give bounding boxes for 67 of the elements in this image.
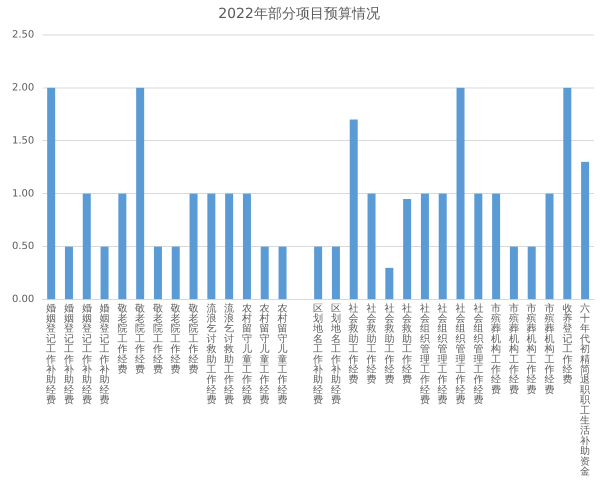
x-tick-label: 敬老院工作经费 xyxy=(188,303,199,376)
bar xyxy=(332,246,340,300)
category-label: 社会组织管理工作经费 xyxy=(473,303,484,406)
bar xyxy=(546,194,554,300)
x-tick-label: 敬老院工作经费 xyxy=(170,303,181,376)
category-label: 婚姻登记工作补助经费 xyxy=(82,303,92,406)
category-label: 社会组织管理工作经费 xyxy=(456,303,466,406)
x-tick-label: 社会救助工作经费 xyxy=(366,302,377,386)
bar xyxy=(420,194,429,300)
category-label: 婚姻登记工作补助经费 xyxy=(100,303,110,406)
bar xyxy=(563,88,572,300)
category-label: 市殡葬机构工作经费 xyxy=(526,303,537,396)
x-tick-label: 收养登记工作经费 xyxy=(561,303,572,386)
bar xyxy=(82,194,91,300)
bar xyxy=(242,194,251,300)
x-tick-label: 敬老院工作经费 xyxy=(134,303,146,376)
bar xyxy=(64,246,73,300)
bar xyxy=(260,246,269,300)
y-tick-label: 0.50 xyxy=(12,241,34,252)
category-label: 婚姻登记工作补助经费 xyxy=(46,303,56,406)
category-label: 市殡葬机构工作经费 xyxy=(491,303,502,396)
category-label: 社会组织管理工作经费 xyxy=(438,303,448,406)
category-label: 农村留守儿童工作经费 xyxy=(278,303,288,406)
bar xyxy=(368,194,376,300)
y-tick-label: 2.00 xyxy=(12,82,34,94)
bar xyxy=(136,88,144,300)
category-label: 社会组织管理工作经费 xyxy=(420,303,430,406)
category-label: 农村留守儿童工作经费 xyxy=(242,303,252,406)
bar xyxy=(474,194,482,300)
chart-title: 2022年部分项目预算情况 xyxy=(218,6,380,22)
x-tick-label: 社会救助工作经费 xyxy=(401,302,412,386)
bar xyxy=(350,120,358,300)
category-label: 六十年代初精简退职职工生活补助资金 xyxy=(580,303,590,478)
category-label: 流浪乞讨救助工作经费 xyxy=(206,303,216,406)
bar xyxy=(492,194,500,300)
x-tick-label: 社会救助工作经费 xyxy=(348,302,359,386)
bar xyxy=(278,246,287,300)
bar xyxy=(225,194,234,300)
bar xyxy=(581,162,590,300)
bar xyxy=(438,194,447,300)
x-tick-label: 社会救助工作经费 xyxy=(383,302,394,386)
bar xyxy=(100,246,109,300)
category-label: 区划地名工作补助经费 xyxy=(330,303,341,406)
y-tick-label: 2.50 xyxy=(12,29,34,40)
bar xyxy=(118,194,126,300)
bar xyxy=(385,268,394,300)
bar xyxy=(510,246,518,300)
bar xyxy=(403,198,412,300)
bar xyxy=(154,246,162,300)
y-tick-label: 1.00 xyxy=(12,188,34,200)
category-label: 流浪乞讨救助工作经费 xyxy=(224,303,234,406)
bar xyxy=(528,246,536,300)
y-tick-label: 0.00 xyxy=(12,294,34,306)
y-tick-label: 1.50 xyxy=(12,135,34,146)
bar xyxy=(172,246,180,300)
bar xyxy=(190,194,198,300)
bar xyxy=(207,194,216,300)
category-label: 婚姻登记工作补助经费 xyxy=(64,303,74,406)
x-tick-label: 敬老院工作经费 xyxy=(152,303,163,376)
category-label: 区划地名工作补助经费 xyxy=(313,303,324,406)
bar xyxy=(47,88,56,300)
category-label: 农村留守儿童工作经费 xyxy=(260,303,270,406)
bar xyxy=(456,88,465,300)
category-label: 市殡葬机构工作经费 xyxy=(508,303,519,396)
x-tick-label: 敬老院工作经费 xyxy=(116,303,128,376)
category-label: 市殡葬机构工作经费 xyxy=(544,303,555,396)
bar xyxy=(314,246,322,300)
